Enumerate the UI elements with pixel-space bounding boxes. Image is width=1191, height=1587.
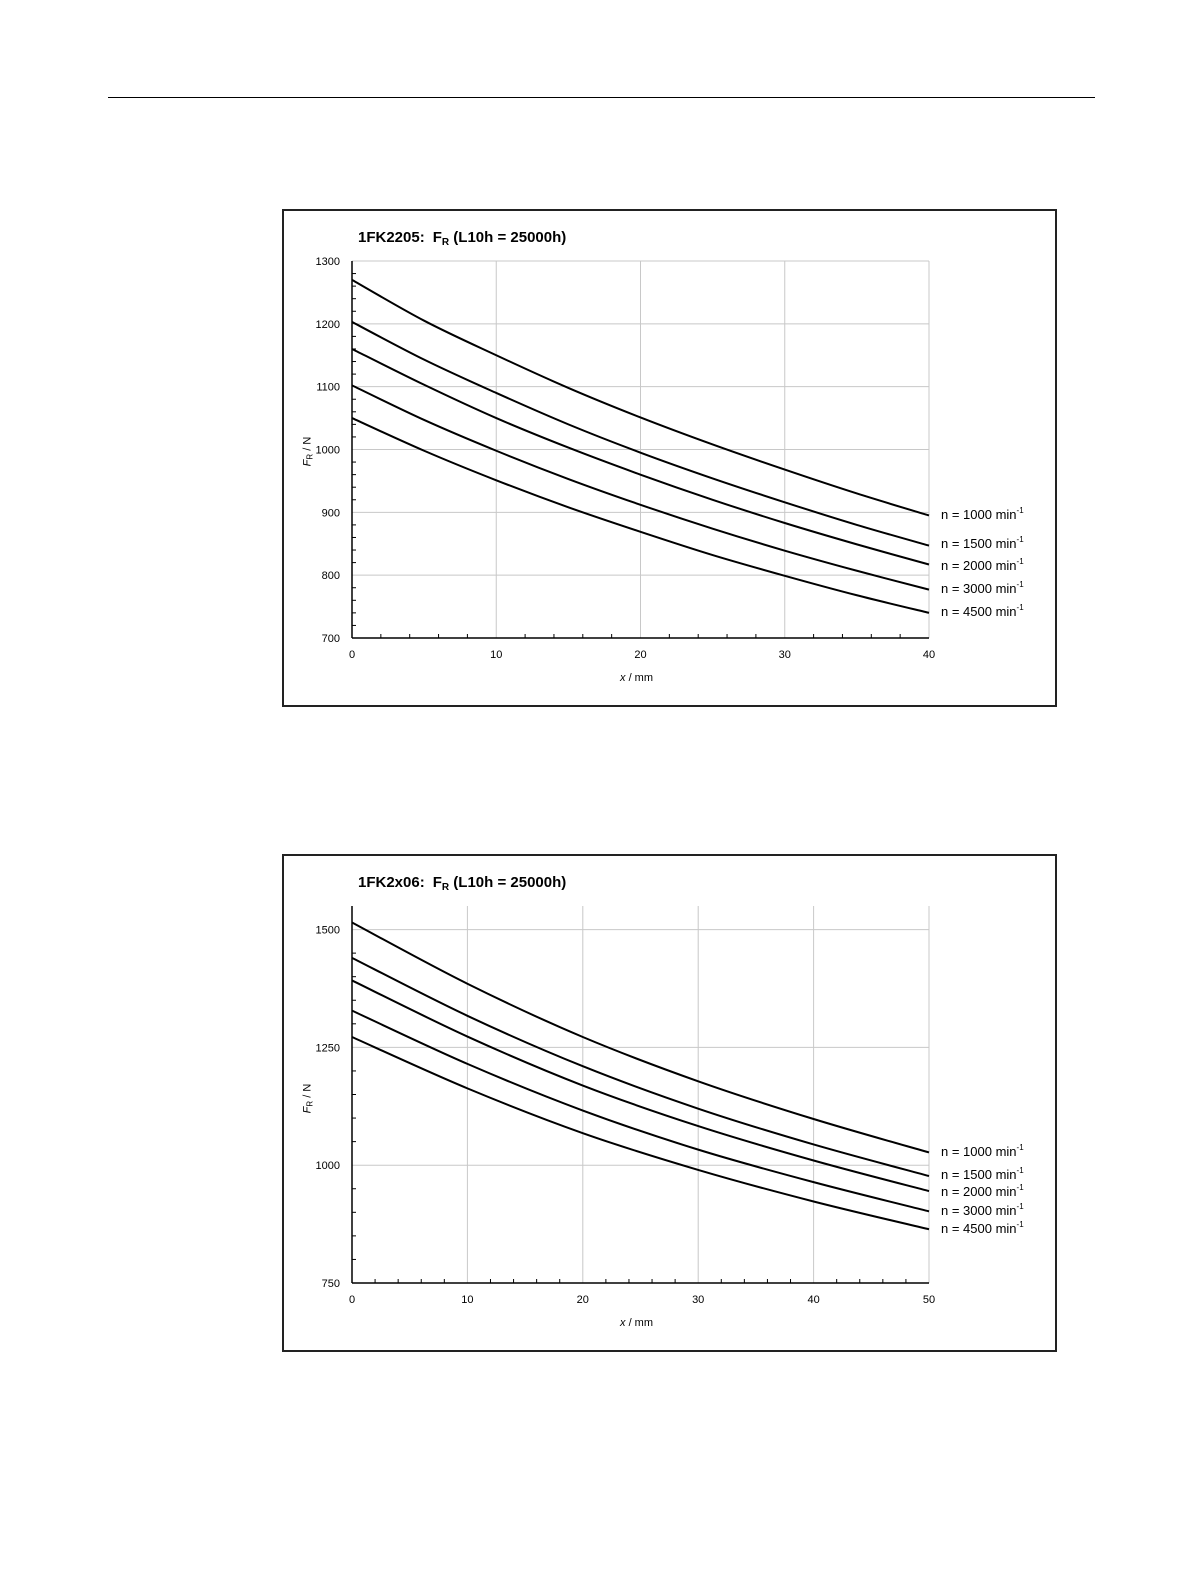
legend-label: n = 1000 min <box>941 507 1017 522</box>
chart-title-symbol: F <box>432 874 442 891</box>
x-tick-label: 0 <box>349 649 355 661</box>
legend-label: n = 4500 min <box>941 1221 1017 1236</box>
chart-title: 1FK2x06: FR (L10h = 25000h) <box>358 874 566 893</box>
legend-label: n = 1500 min <box>941 536 1017 551</box>
y-tick-label: 1500 <box>316 925 340 937</box>
legend-label: n = 4500 min <box>941 604 1017 619</box>
y-tick-label: 800 <box>322 570 340 582</box>
chart-title-suffix: (L10h = 25000h) <box>453 229 567 246</box>
legend-label-exponent: -1 <box>1016 1143 1024 1152</box>
series-line-3 <box>351 979 930 1193</box>
series-line-1 <box>351 921 930 1154</box>
chart-1fk2x06: 1FK2x06: FR (L10h = 25000h) FR / N x / mm… <box>282 854 1057 1352</box>
legend-label-exponent: -1 <box>1016 580 1024 589</box>
x-tick-label: 30 <box>779 649 791 661</box>
series-line-5 <box>351 417 930 614</box>
plot-area: 0 10 20 30 40 700 800 900 1000 1100 1200 1300 <box>316 256 936 661</box>
chart-title-prefix: 1FK2x06: <box>358 874 425 891</box>
legend-label-exponent: -1 <box>1016 1202 1024 1211</box>
chart-title-symbol: F <box>432 229 442 246</box>
legend-item-5: n = 4500 min-1 <box>941 1220 1024 1236</box>
plot-area: 0 10 20 30 40 50 750 1000 1250 1500 <box>316 906 935 1306</box>
legend-label-exponent: -1 <box>1016 1183 1024 1192</box>
legend-item-5: n = 4500 min-1 <box>941 603 1024 619</box>
legend-item-3: n = 2000 min-1 <box>941 1183 1024 1199</box>
legend-label: n = 1500 min <box>941 1167 1017 1182</box>
legend-item-4: n = 3000 min-1 <box>941 1202 1024 1218</box>
series-line-5 <box>351 1036 930 1231</box>
y-tick-label: 1100 <box>316 382 340 394</box>
legend-label: n = 3000 min <box>941 1203 1017 1218</box>
x-axis-label-var: x <box>620 672 626 684</box>
legend-item-2: n = 1500 min-1 <box>941 535 1024 551</box>
chart-title-symbol-sub: R <box>441 882 450 893</box>
x-axis-label-var: x <box>620 1317 626 1329</box>
series-line-2 <box>351 956 930 1177</box>
legend-item-1: n = 1000 min-1 <box>941 506 1024 522</box>
x-axis-label: x / mm <box>620 1317 653 1329</box>
chart-title: 1FK2205: FR (L10h = 25000h) <box>358 229 566 248</box>
legend-label-exponent: -1 <box>1016 603 1024 612</box>
y-tick-label: 1000 <box>316 1160 340 1172</box>
x-tick-label: 40 <box>807 1294 819 1306</box>
chart-title-symbol-sub: R <box>441 237 450 248</box>
legend-label-exponent: -1 <box>1016 506 1024 515</box>
legend-label-exponent: -1 <box>1016 535 1024 544</box>
x-tick-label: 50 <box>923 1294 935 1306</box>
legend-item-1: n = 1000 min-1 <box>941 1143 1024 1159</box>
series-line-4 <box>351 384 930 591</box>
x-tick-label: 40 <box>923 649 935 661</box>
series-line-4 <box>351 1009 930 1213</box>
x-axis-label: x / mm <box>620 672 653 684</box>
legend-label-exponent: -1 <box>1016 1166 1024 1175</box>
legend-label: n = 2000 min <box>941 558 1017 573</box>
y-tick-label: 750 <box>322 1278 340 1290</box>
y-tick-label: 900 <box>322 507 340 519</box>
y-tick-label: 1200 <box>316 319 340 331</box>
y-tick-label: 1300 <box>316 256 340 268</box>
y-tick-label: 700 <box>322 633 340 645</box>
x-tick-label: 20 <box>577 1294 589 1306</box>
x-tick-label: 0 <box>349 1294 355 1306</box>
chart-title-suffix: (L10h = 25000h) <box>453 874 567 891</box>
x-tick-label: 20 <box>634 649 646 661</box>
header-rule <box>108 97 1095 98</box>
y-tick-label: 1250 <box>316 1042 340 1054</box>
chart-title-prefix: 1FK2205: <box>358 229 425 246</box>
legend-item-2: n = 1500 min-1 <box>941 1166 1024 1182</box>
legend-label-exponent: -1 <box>1016 557 1024 566</box>
x-tick-label: 10 <box>490 649 502 661</box>
x-axis-label-unit: / mm <box>628 672 654 684</box>
legend-item-3: n = 2000 min-1 <box>941 557 1024 573</box>
legend-label: n = 1000 min <box>941 1144 1017 1159</box>
series-line-1 <box>351 278 930 517</box>
x-tick-label: 30 <box>692 1294 704 1306</box>
legend-item-4: n = 3000 min-1 <box>941 580 1024 596</box>
series-line-2 <box>351 321 930 547</box>
x-tick-label: 10 <box>461 1294 473 1306</box>
legend-label: n = 2000 min <box>941 1184 1017 1199</box>
x-axis-label-unit: / mm <box>628 1317 654 1329</box>
chart-1fk2205: 1FK2205: FR (L10h = 25000h) FR / N x / mm… <box>282 209 1057 707</box>
series-line-3 <box>351 348 930 566</box>
legend-label-exponent: -1 <box>1016 1220 1024 1229</box>
legend-label: n = 3000 min <box>941 581 1017 596</box>
y-tick-label: 1000 <box>316 445 340 457</box>
